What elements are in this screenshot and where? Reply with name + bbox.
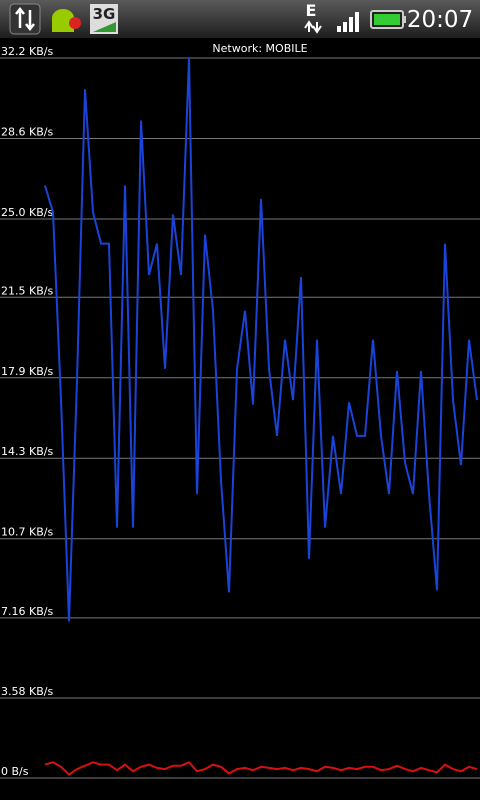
usb-icon[interactable] [9, 3, 41, 35]
network-type: 3G [93, 5, 116, 23]
y-tick-label: 3.58 KB/s [1, 685, 53, 698]
signal-fill [93, 22, 116, 32]
android-body [52, 18, 74, 32]
y-tick-label: 28.6 KB/s [1, 125, 53, 138]
error-badge [69, 17, 81, 29]
series-line [44, 761, 478, 776]
clock: 20:07 [407, 7, 473, 33]
data-type: E [306, 1, 317, 20]
battery-tip [403, 16, 406, 23]
y-tick-label: 7.16 KB/s [1, 605, 53, 618]
chart-title: Network: MOBILE [212, 42, 307, 55]
y-tick-label: 10.7 KB/s [1, 526, 53, 539]
y-tick-label: 21.5 KB/s [1, 284, 53, 297]
signal-bars [337, 12, 359, 32]
y-tick-label: 25.0 KB/s [1, 206, 53, 219]
series-line [44, 57, 478, 622]
y-tick-label: 14.3 KB/s [1, 445, 53, 458]
y-tick-label: 0 B/s [1, 765, 29, 778]
data-arrows [304, 20, 322, 34]
battery-level [374, 14, 400, 25]
y-tick-label: 32.2 KB/s [1, 45, 53, 58]
y-tick-label: 17.9 KB/s [1, 365, 53, 378]
sync-arrows [15, 6, 35, 32]
